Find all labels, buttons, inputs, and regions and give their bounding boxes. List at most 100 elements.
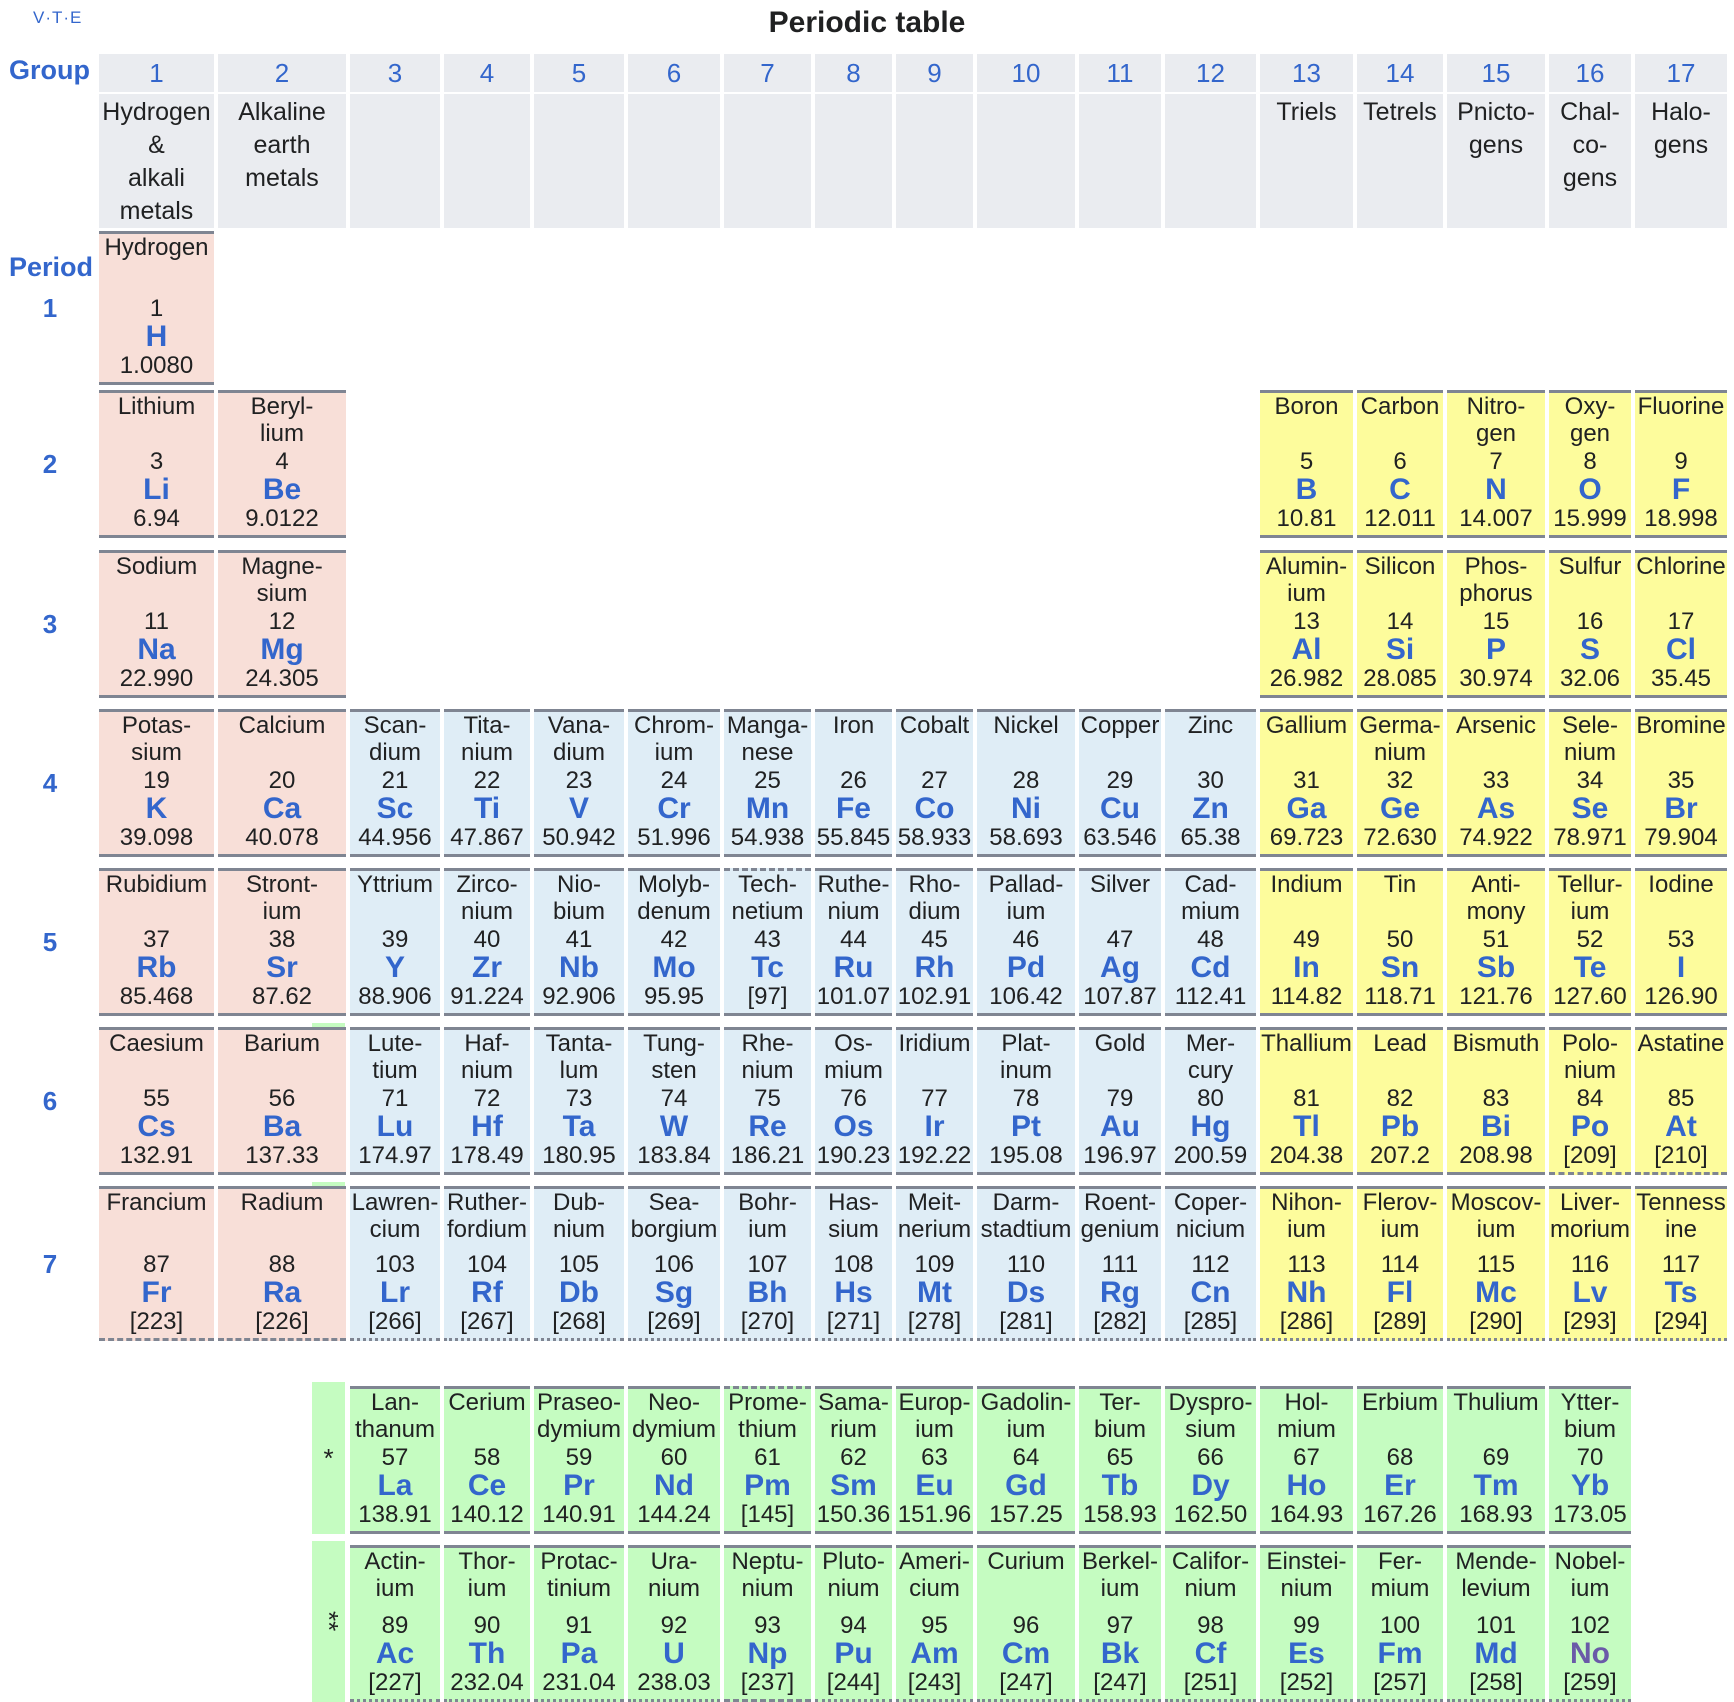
element-N[interactable]: Nitro- gen 7 N 14.007 bbox=[1447, 390, 1545, 538]
element-symbol[interactable]: Pb bbox=[1380, 1110, 1420, 1143]
group-number-9[interactable]: 9 bbox=[896, 54, 973, 92]
element-Ca[interactable]: Calcium 20 Ca 40.078 bbox=[218, 709, 346, 857]
element-Ga[interactable]: Gallium 31 Ga 69.723 bbox=[1260, 709, 1353, 857]
element-In[interactable]: Indium 49 In 114.82 bbox=[1260, 868, 1353, 1016]
element-symbol[interactable]: K bbox=[145, 792, 168, 825]
element-symbol[interactable]: Rh bbox=[914, 951, 955, 984]
element-Dy[interactable]: Dyspro- sium 66 Dy 162.50 bbox=[1165, 1386, 1256, 1534]
element-symbol[interactable]: Y bbox=[384, 951, 405, 984]
element-Pm[interactable]: Prome- thium 61 Pm [145] bbox=[724, 1386, 811, 1534]
element-Ge[interactable]: Germa- nium 32 Ge 72.630 bbox=[1357, 709, 1443, 857]
element-symbol[interactable]: S bbox=[1579, 633, 1600, 666]
element-Sc[interactable]: Scan- dium 21 Sc 44.956 bbox=[350, 709, 440, 857]
element-symbol[interactable]: Si bbox=[1385, 633, 1415, 666]
group-number-1[interactable]: 1 bbox=[99, 54, 214, 92]
element-symbol[interactable]: Na bbox=[137, 633, 176, 666]
element-symbol[interactable]: Mg bbox=[260, 633, 304, 666]
element-At[interactable]: Astatine 85 At [210] bbox=[1635, 1027, 1727, 1175]
element-symbol[interactable]: Ti bbox=[473, 792, 501, 825]
lanthanide-marker-row-8[interactable]: * bbox=[312, 1382, 345, 1534]
element-symbol[interactable]: Gd bbox=[1005, 1469, 1047, 1502]
element-Na[interactable]: Sodium 11 Na 22.990 bbox=[99, 550, 214, 698]
element-Sn[interactable]: Tin 50 Sn 118.71 bbox=[1357, 868, 1443, 1016]
element-symbol[interactable]: P bbox=[1485, 633, 1506, 666]
element-symbol[interactable]: Fm bbox=[1377, 1637, 1423, 1670]
element-symbol[interactable]: Ru bbox=[833, 951, 874, 984]
element-symbol[interactable]: Zr bbox=[472, 951, 502, 984]
element-symbol[interactable]: Hs bbox=[834, 1276, 873, 1309]
element-Rh[interactable]: Rho- dium 45 Rh 102.91 bbox=[896, 868, 973, 1016]
element-symbol[interactable]: Lr bbox=[380, 1276, 410, 1309]
group-number-4[interactable]: 4 bbox=[444, 54, 530, 92]
element-Lv[interactable]: Liver- morium 116 Lv [293] bbox=[1549, 1186, 1631, 1341]
element-H[interactable]: Hydrogen 1 H 1.0080 bbox=[99, 231, 214, 385]
element-symbol[interactable]: Md bbox=[1474, 1637, 1518, 1670]
element-I[interactable]: Iodine 53 I 126.90 bbox=[1635, 868, 1727, 1016]
element-Bk[interactable]: Berkel- ium 97 Bk [247] bbox=[1079, 1545, 1161, 1702]
element-symbol[interactable]: W bbox=[659, 1110, 689, 1143]
group-number-3[interactable]: 3 bbox=[350, 54, 440, 92]
element-symbol[interactable]: Pu bbox=[834, 1637, 873, 1670]
element-symbol[interactable]: Cn bbox=[1190, 1276, 1231, 1309]
actinide-marker-row-9[interactable]: ** bbox=[312, 1541, 345, 1702]
element-O[interactable]: Oxy- gen 8 O 15.999 bbox=[1549, 390, 1631, 538]
element-Eu[interactable]: Europ- ium 63 Eu 151.96 bbox=[896, 1386, 973, 1534]
element-symbol[interactable]: Am bbox=[910, 1637, 959, 1670]
element-Ds[interactable]: Darm- stadtium 110 Ds [281] bbox=[977, 1186, 1075, 1341]
element-symbol[interactable]: Pa bbox=[560, 1637, 598, 1670]
element-symbol[interactable]: V bbox=[568, 792, 589, 825]
element-symbol[interactable]: Ga bbox=[1286, 792, 1327, 825]
element-symbol[interactable]: Fe bbox=[835, 792, 871, 825]
element-Cr[interactable]: Chrom- ium 24 Cr 51.996 bbox=[628, 709, 720, 857]
element-symbol[interactable]: No bbox=[1570, 1637, 1610, 1670]
period-number-4[interactable]: 4 bbox=[42, 768, 58, 798]
element-Li[interactable]: Lithium 3 Li 6.94 bbox=[99, 390, 214, 538]
element-Gd[interactable]: Gadolin- ium 64 Gd 157.25 bbox=[977, 1386, 1075, 1534]
element-Ac[interactable]: Actin- ium 89 Ac [227] bbox=[350, 1545, 440, 1702]
element-Nh[interactable]: Nihon- ium 113 Nh [286] bbox=[1260, 1186, 1353, 1341]
element-symbol[interactable]: Ho bbox=[1286, 1469, 1327, 1502]
element-symbol[interactable]: Sc bbox=[376, 792, 414, 825]
element-Es[interactable]: Einstei- nium 99 Es [252] bbox=[1260, 1545, 1353, 1702]
period-number-7[interactable]: 7 bbox=[42, 1248, 58, 1279]
element-symbol[interactable]: Ir bbox=[924, 1110, 945, 1143]
element-K[interactable]: Potas- sium 19 K 39.098 bbox=[99, 709, 214, 857]
element-Tl[interactable]: Thallium 81 Tl 204.38 bbox=[1260, 1027, 1353, 1175]
element-Zn[interactable]: Zinc 30 Zn 65.38 bbox=[1165, 709, 1256, 857]
element-Rb[interactable]: Rubidium 37 Rb 85.468 bbox=[99, 868, 214, 1016]
element-Tc[interactable]: Tech- netium 43 Tc [97] bbox=[724, 868, 811, 1016]
element-Zr[interactable]: Zirco- nium 40 Zr 91.224 bbox=[444, 868, 530, 1016]
element-symbol[interactable]: Lv bbox=[1572, 1276, 1608, 1309]
period-number-1[interactable]: 1 bbox=[42, 293, 58, 323]
element-Y[interactable]: Yttrium 39 Y 88.906 bbox=[350, 868, 440, 1016]
element-symbol[interactable]: Ca bbox=[262, 792, 302, 825]
element-symbol[interactable]: Co bbox=[914, 792, 955, 825]
element-Yb[interactable]: Ytter- bium 70 Yb 173.05 bbox=[1549, 1386, 1631, 1534]
element-symbol[interactable]: Cf bbox=[1194, 1637, 1227, 1670]
element-Lu[interactable]: Lute- tium 71 Lu 174.97 bbox=[350, 1027, 440, 1175]
element-symbol[interactable]: Ta bbox=[562, 1110, 596, 1143]
element-Au[interactable]: Gold 79 Au 196.97 bbox=[1079, 1027, 1161, 1175]
element-symbol[interactable]: Yb bbox=[1570, 1469, 1610, 1502]
element-symbol[interactable]: Lu bbox=[376, 1110, 414, 1143]
element-Sb[interactable]: Anti- mony 51 Sb 121.76 bbox=[1447, 868, 1545, 1016]
element-Db[interactable]: Dub- nium 105 Db [268] bbox=[534, 1186, 624, 1341]
element-symbol[interactable]: Sn bbox=[1380, 951, 1420, 984]
element-symbol[interactable]: Er bbox=[1384, 1469, 1416, 1502]
element-Mn[interactable]: Manga- nese 25 Mn 54.938 bbox=[724, 709, 811, 857]
element-symbol[interactable]: At bbox=[1665, 1110, 1697, 1143]
element-Be[interactable]: Beryl- lium 4 Be 9.0122 bbox=[218, 390, 346, 538]
element-symbol[interactable]: Ag bbox=[1100, 951, 1140, 984]
element-V[interactable]: Vana- dium 23 V 50.942 bbox=[534, 709, 624, 857]
element-Fr[interactable]: Francium 87 Fr [223] bbox=[99, 1186, 214, 1341]
element-Ru[interactable]: Ruthe- nium 44 Ru 101.07 bbox=[815, 868, 892, 1016]
element-Tm[interactable]: Thulium 69 Tm 168.93 bbox=[1447, 1386, 1545, 1534]
element-Re[interactable]: Rhe- nium 75 Re 186.21 bbox=[724, 1027, 811, 1175]
element-Tb[interactable]: Ter- bium 65 Tb 158.93 bbox=[1079, 1386, 1161, 1534]
element-symbol[interactable]: Pd bbox=[1006, 951, 1046, 984]
element-Ir[interactable]: Iridium 77 Ir 192.22 bbox=[896, 1027, 973, 1175]
element-symbol[interactable]: U bbox=[663, 1637, 685, 1670]
element-Sm[interactable]: Sama- rium 62 Sm 150.36 bbox=[815, 1386, 892, 1534]
element-Al[interactable]: Alumin- ium 13 Al 26.982 bbox=[1260, 550, 1353, 698]
group-number-2[interactable]: 2 bbox=[218, 54, 346, 92]
